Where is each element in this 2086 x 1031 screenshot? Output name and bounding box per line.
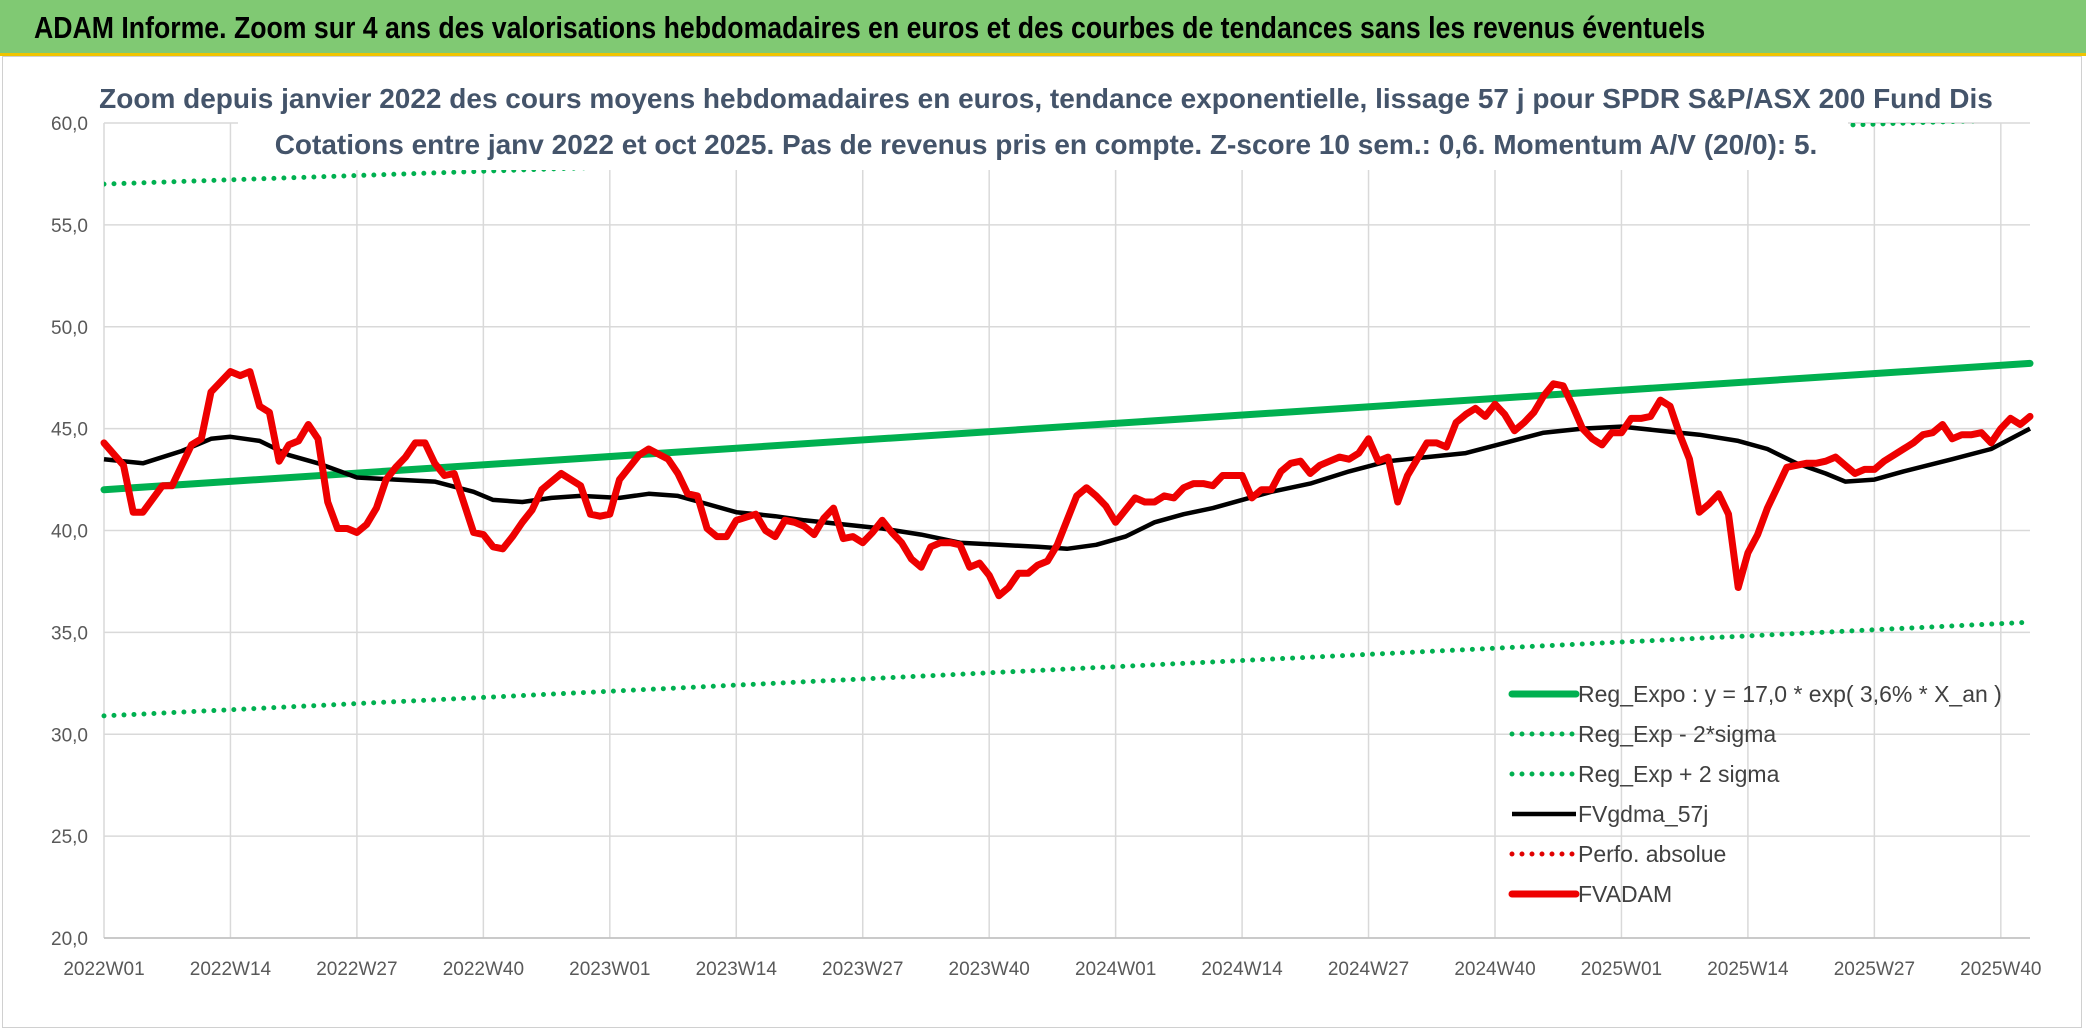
chart-legend: Reg_Expo : y = 17,0 * exp( 3,6% * X_an )… <box>1508 681 2002 907</box>
chart-grid <box>103 122 2030 939</box>
legend-label: Reg_Exp - 2*sigma <box>1578 721 1776 747</box>
x-tick-label: 2022W14 <box>190 959 272 980</box>
x-tick-label: 2024W40 <box>1454 959 1535 980</box>
x-tick-label: 2025W27 <box>1834 959 1915 980</box>
x-tick-label: 2025W40 <box>1960 959 2041 980</box>
chart-title-background <box>238 80 1848 170</box>
report-title: ADAM Informe. Zoom sur 4 ans des valoris… <box>34 10 1706 45</box>
report-header-banner: ADAM Informe. Zoom sur 4 ans des valoris… <box>0 0 2086 56</box>
chart-title-line-2: Cotations entre janv 2022 et oct 2025. P… <box>275 129 1818 160</box>
y-axis-ticks: 20,0 25,0 30,0 35,0 40,0 45,0 50,0 55,0 60,0 <box>51 114 88 950</box>
x-tick-label: 2024W01 <box>1075 959 1156 980</box>
y-tick-label: 50,0 <box>51 318 88 339</box>
chart-title-line-1: Zoom depuis janvier 2022 des cours moyen… <box>99 83 1993 114</box>
x-tick-label: 2023W01 <box>569 959 650 980</box>
x-axis-ticks: 2022W01 2022W14 2022W27 2022W40 2023W01 2023W… <box>63 959 2041 980</box>
x-tick-label: 2024W14 <box>1201 959 1283 980</box>
y-tick-label: 20,0 <box>51 929 88 950</box>
chart-frame <box>2 56 2082 1028</box>
legend-label: Perfo. absolue <box>1578 841 1726 867</box>
x-tick-label: 2022W40 <box>443 959 524 980</box>
y-tick-label: 55,0 <box>51 216 88 237</box>
series-reg-expo <box>100 359 2034 494</box>
series-reg-exp-plus-2sigma <box>104 123 1983 187</box>
legend-label: FVADAM <box>1578 881 1672 907</box>
y-tick-label: 60,0 <box>51 114 88 135</box>
series-fvadam <box>100 368 2034 600</box>
y-tick-label: 35,0 <box>51 623 88 644</box>
x-tick-label: 2024W27 <box>1328 959 1409 980</box>
series-reg-exp-minus-2sigma <box>101 619 2033 719</box>
y-tick-label: 30,0 <box>51 725 88 746</box>
legend-label: Reg_Expo : y = 17,0 * exp( 3,6% * X_an ) <box>1578 681 2002 707</box>
legend-label: Reg_Exp + 2 sigma <box>1578 761 1780 787</box>
legend-label: FVgdma_57j <box>1578 801 1708 827</box>
x-tick-label: 2025W01 <box>1581 959 1662 980</box>
chart-series <box>100 123 2034 719</box>
x-tick-label: 2023W14 <box>696 959 778 980</box>
x-tick-label: 2023W40 <box>949 959 1030 980</box>
y-tick-label: 40,0 <box>51 522 88 543</box>
x-tick-label: 2022W27 <box>316 959 397 980</box>
x-tick-label: 2025W14 <box>1707 959 1789 980</box>
y-tick-label: 25,0 <box>51 827 88 848</box>
y-tick-label: 45,0 <box>51 420 88 441</box>
x-tick-label: 2022W01 <box>63 959 144 980</box>
x-tick-label: 2023W27 <box>822 959 903 980</box>
